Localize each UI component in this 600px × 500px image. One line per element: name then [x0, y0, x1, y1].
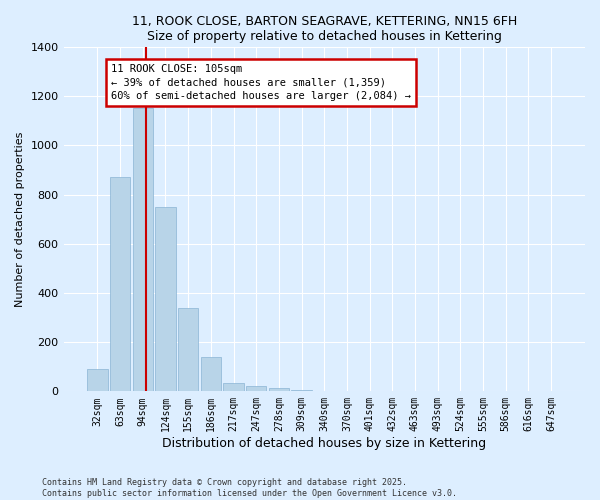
Title: 11, ROOK CLOSE, BARTON SEAGRAVE, KETTERING, NN15 6FH
Size of property relative t: 11, ROOK CLOSE, BARTON SEAGRAVE, KETTERI… — [131, 15, 517, 43]
X-axis label: Distribution of detached houses by size in Kettering: Distribution of detached houses by size … — [162, 437, 487, 450]
Bar — [87, 369, 107, 392]
Bar — [269, 388, 289, 392]
Bar — [110, 178, 130, 392]
Bar — [155, 207, 176, 392]
Bar — [223, 382, 244, 392]
Bar — [246, 386, 266, 392]
Text: Contains HM Land Registry data © Crown copyright and database right 2025.
Contai: Contains HM Land Registry data © Crown c… — [42, 478, 457, 498]
Y-axis label: Number of detached properties: Number of detached properties — [15, 132, 25, 307]
Bar — [133, 108, 153, 392]
Bar — [178, 308, 199, 392]
Bar — [292, 390, 312, 392]
Bar — [200, 357, 221, 392]
Text: 11 ROOK CLOSE: 105sqm
← 39% of detached houses are smaller (1,359)
60% of semi-d: 11 ROOK CLOSE: 105sqm ← 39% of detached … — [111, 64, 411, 100]
Bar — [314, 390, 334, 392]
